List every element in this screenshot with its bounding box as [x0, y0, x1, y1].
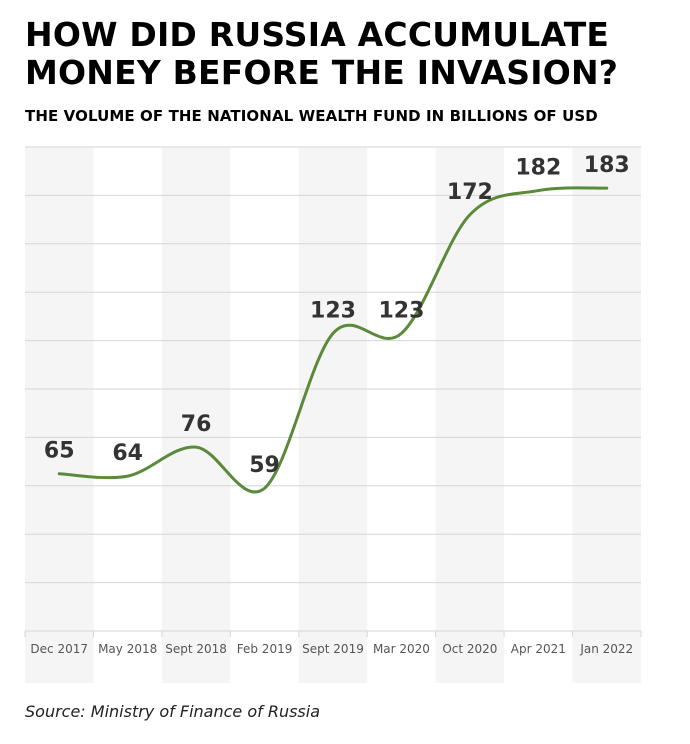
series-line: [57, 186, 609, 494]
data-label: 64: [112, 441, 143, 466]
column-band: [435, 147, 505, 683]
x-tick-label: Sept 2019: [302, 642, 364, 656]
x-tick-label: Dec 2017: [30, 642, 88, 656]
column-band: [25, 147, 94, 683]
column-band: [161, 147, 231, 683]
x-tick-label: Jan 2022: [579, 642, 633, 656]
data-label: 65: [44, 439, 75, 464]
data-label: 172: [447, 180, 493, 205]
chart-title: HOW DID RUSSIA ACCUMULATE MONEY BEFORE T…: [25, 15, 619, 92]
data-label: 182: [515, 156, 561, 181]
column-band: [298, 147, 368, 683]
chart-subtitle: THE VOLUME OF THE NATIONAL WEALTH FUND I…: [25, 107, 598, 125]
x-tick-label: Oct 2020: [442, 642, 497, 656]
source-note: Source: Ministry of Finance of Russia: [25, 702, 321, 721]
x-tick-label: Mar 2020: [373, 642, 430, 656]
data-label: 183: [584, 153, 630, 178]
column-band: [572, 147, 641, 683]
data-label: 123: [378, 298, 424, 323]
x-tick-label: Apr 2021: [511, 642, 566, 656]
data-label: 76: [181, 412, 212, 437]
x-tick-label: Feb 2019: [237, 642, 293, 656]
data-label: 123: [310, 298, 356, 323]
data-label: 59: [249, 453, 280, 478]
x-tick-label: May 2018: [98, 642, 157, 656]
x-tick-label: Sept 2018: [165, 642, 227, 656]
